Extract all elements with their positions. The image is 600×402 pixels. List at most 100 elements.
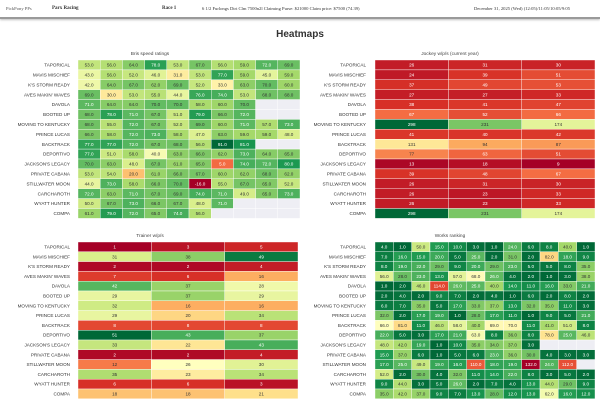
bris-speed-heatmap: Bris speed ratings TAPORICAL 53.0 56.0 64.0… <box>0 52 300 224</box>
cell-value: 38.0 <box>581 274 590 279</box>
cell-value: 9.0 <box>546 313 553 318</box>
cell-value: 60.0 <box>284 82 293 87</box>
cell-value: 67 <box>556 171 562 176</box>
cell-value: 6.0 <box>381 303 388 308</box>
cell-value: 7.0 <box>381 254 388 259</box>
cell-value: 42.0 <box>85 82 94 87</box>
row-label: TAPORICAL <box>340 63 366 68</box>
cell-value: 66.0 <box>218 112 227 117</box>
cell-value: 31 <box>482 63 488 68</box>
cell-value: 54.0 <box>107 171 116 176</box>
cell-value: 21 <box>259 392 265 397</box>
row-label: STILLWATER MOON <box>26 181 70 186</box>
cell-value: 8.0 <box>583 323 590 328</box>
heatmap-cell <box>277 208 300 219</box>
row-label: JACKSON'S LEGACY <box>320 343 366 348</box>
row-label: BACKTRACK <box>338 142 367 147</box>
cell-value: 68.0 <box>471 274 480 279</box>
cell-value: 50.0 <box>85 201 94 206</box>
cell-value: 28.0 <box>471 313 480 318</box>
row-label: BOOTED UP <box>43 112 70 117</box>
cell-value: 33 <box>112 343 118 348</box>
cell-value: 53.0 <box>196 72 205 77</box>
cell-value: 4.0 <box>509 382 516 387</box>
heatmap-title: Works ranking <box>434 234 466 239</box>
cell-value: 8.0 <box>381 264 388 269</box>
cell-value: 19.0 <box>435 362 444 367</box>
cell-value: 78.0 <box>151 63 160 68</box>
cell-value: 78.0 <box>107 112 116 117</box>
cell-value: 15.0 <box>435 245 444 250</box>
heatmap-cell <box>255 99 279 110</box>
cell-value: 4.0 <box>509 274 516 279</box>
cell-value: 33.0 <box>471 303 480 308</box>
cell-value: 31.0 <box>508 254 517 259</box>
cell-value: 26 <box>409 191 415 196</box>
cell-value: 70.0 <box>173 181 182 186</box>
cell-value: 59.0 <box>262 132 271 137</box>
cell-value: 58.0 <box>196 102 205 107</box>
cell-value: 3 <box>260 382 263 387</box>
cell-value: 8.0 <box>528 333 535 338</box>
cell-value: 65.0 <box>196 162 205 167</box>
cell-value: 7.0 <box>491 382 498 387</box>
cell-value: 27 <box>409 92 415 97</box>
cell-value: 6 <box>187 382 190 387</box>
cell-value: 82.0 <box>545 254 554 259</box>
row-label: K'S STORM READY <box>324 264 366 269</box>
cell-value: 23.0 <box>416 274 425 279</box>
cell-value: 22.0 <box>416 264 425 269</box>
cell-value: 24.0 <box>545 362 554 367</box>
cell-value: 3.0 <box>583 352 590 357</box>
app-name[interactable]: PickPony PPs <box>6 6 32 11</box>
cell-value: 29.0 <box>563 382 572 387</box>
row-label: PRIVATE CABANA <box>31 352 71 357</box>
cell-value: 69.0 <box>284 63 293 68</box>
cell-value: 74.0 <box>218 92 227 97</box>
cell-value: 56.0 <box>107 63 116 68</box>
cell-value: 71.0 <box>240 122 249 127</box>
row-label: JACKSON'S LEGACY <box>320 162 366 167</box>
cell-value: 51.0 <box>563 323 572 328</box>
cell-value: 2.0 <box>546 294 553 299</box>
cell-value: 2.0 <box>528 274 535 279</box>
cell-value: 24.0 <box>508 245 517 250</box>
race-label: Race 1 <box>162 6 177 11</box>
cell-value: 16.0 <box>453 362 462 367</box>
cell-value: 57.0 <box>453 274 462 279</box>
cell-value: 19.0 <box>508 362 517 367</box>
cell-value: 13.0 <box>508 303 517 308</box>
cell-value: 67.0 <box>151 122 160 127</box>
cell-value: 10.0 <box>453 245 462 250</box>
cell-value: 74.0 <box>196 191 205 196</box>
cell-value: 2 <box>187 264 190 269</box>
cell-value: 80.0 <box>284 162 293 167</box>
cell-value: 73.0 <box>151 132 160 137</box>
cell-value: 65.0 <box>262 181 271 186</box>
cell-value: 64.0 <box>107 82 116 87</box>
cell-value: 40.0 <box>490 284 499 289</box>
cell-value: 19.0 <box>398 264 407 269</box>
cell-value: 3 <box>187 245 190 250</box>
cell-value: 46.0 <box>151 72 160 77</box>
jockey-heatmap-svg: TAPORICAL 26 31 30 MAVIS MISCHIEF 24 39 51 K'S S… <box>314 59 596 219</box>
cell-value: 26 <box>409 63 415 68</box>
cell-value: 72.0 <box>262 162 271 167</box>
cell-value: 79.0 <box>196 112 205 117</box>
heatmap-title: Trainer w/p/s <box>136 234 164 239</box>
row-label: TAPORICAL <box>340 245 366 250</box>
cell-value: 8 <box>113 323 116 328</box>
row-label: AVES MAKIN' WAVES <box>24 92 70 97</box>
cell-value: 61.0 <box>85 211 94 216</box>
cell-value: 2.0 <box>583 294 590 299</box>
row-label: AVES MAKIN' WAVES <box>320 92 366 97</box>
cell-value: 68.0 <box>262 92 271 97</box>
cell-value: 15.0 <box>416 254 425 259</box>
cell-value: 2.0 <box>473 294 480 299</box>
cell-value: 43 <box>259 343 265 348</box>
cell-value: 25.0 <box>398 362 407 367</box>
cell-value: 1.0 <box>381 284 388 289</box>
cell-value: 69.0 <box>196 122 205 127</box>
row-label: K'S STORM READY <box>28 82 70 87</box>
